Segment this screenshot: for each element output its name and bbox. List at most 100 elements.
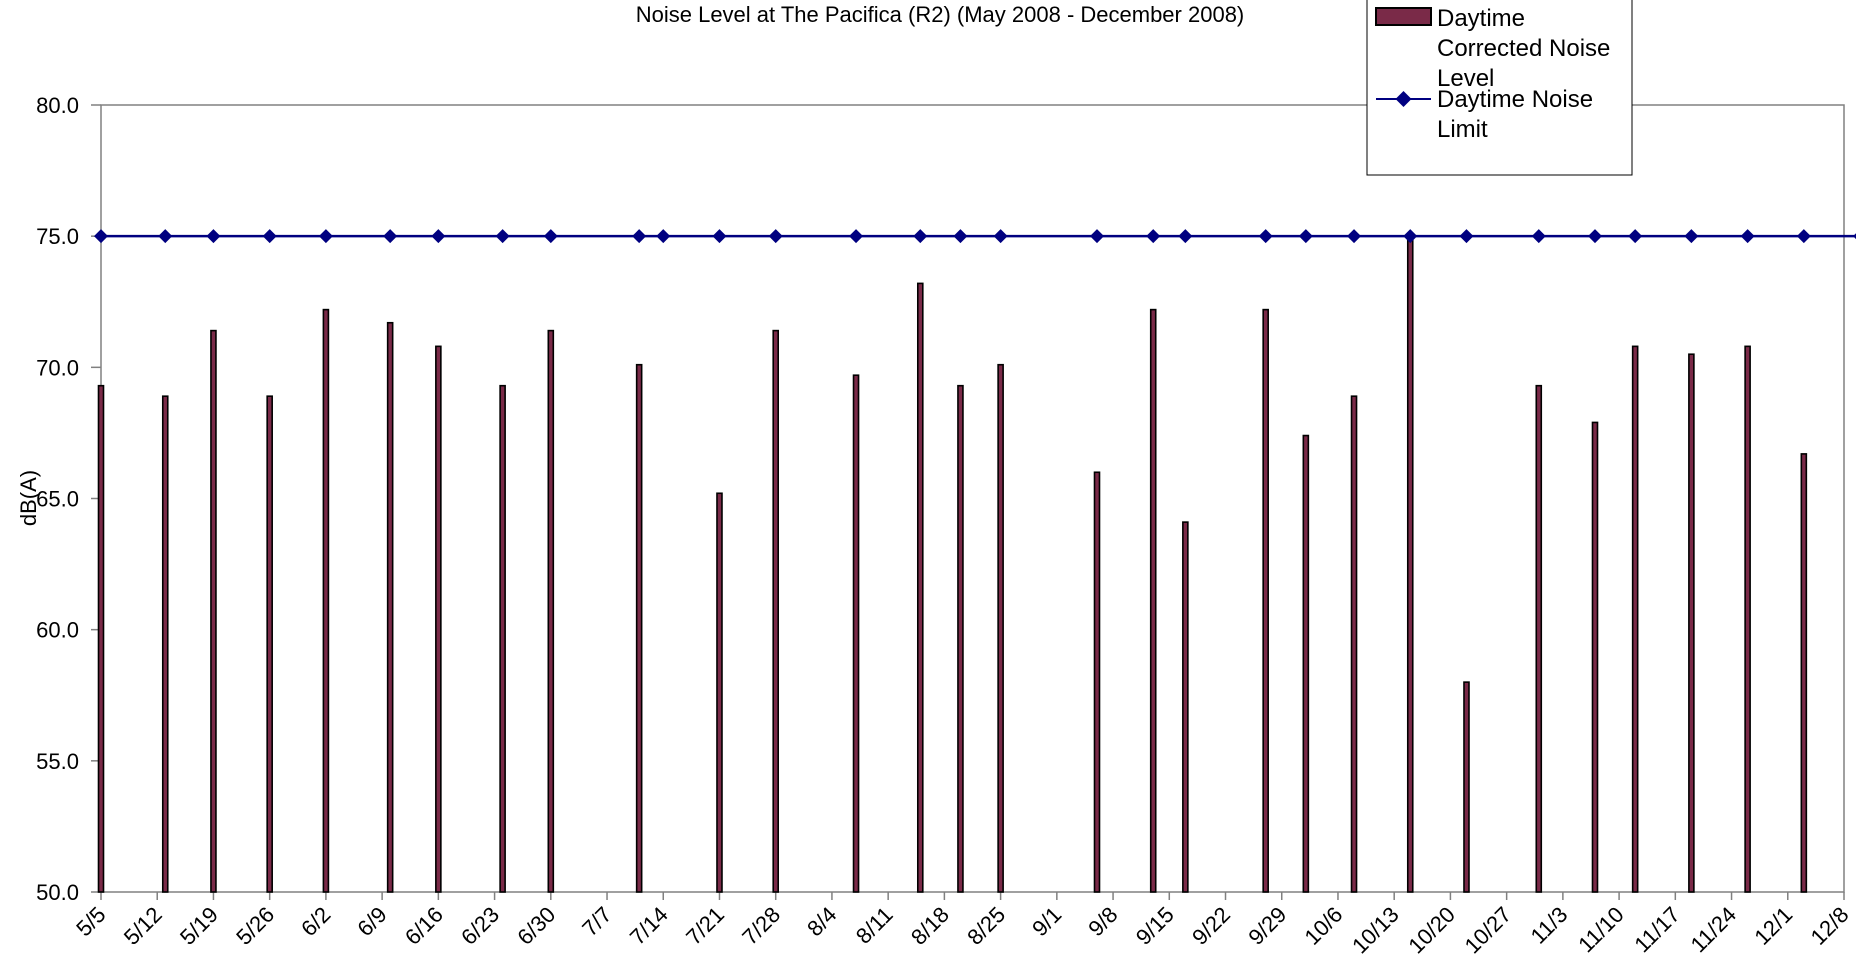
bar	[210, 329, 217, 893]
limit-marker	[1403, 229, 1418, 244]
limit-marker	[993, 229, 1008, 244]
bar	[635, 363, 643, 893]
x-tick-label: 11/17	[1629, 902, 1684, 957]
bar	[1350, 395, 1358, 893]
bar	[1463, 681, 1470, 893]
limit-marker	[849, 229, 864, 244]
limit-marker	[1531, 229, 1546, 244]
limit-marker	[632, 229, 647, 244]
limit-marker	[712, 229, 727, 244]
x-tick-label: 9/22	[1187, 902, 1235, 950]
x-tick-label: 12/8	[1806, 902, 1854, 950]
bar	[161, 395, 169, 893]
limit-marker	[158, 229, 173, 244]
x-tick-label: 11/24	[1686, 902, 1741, 957]
limit-marker	[953, 229, 968, 244]
limit-marker	[383, 229, 398, 244]
x-tick-label: 6/30	[512, 902, 560, 950]
x-tick-label: 7/14	[625, 902, 673, 950]
bar	[97, 384, 105, 893]
legend-swatch-marker	[1395, 91, 1412, 107]
bar	[957, 384, 964, 893]
limit-marker	[1146, 229, 1161, 244]
bar	[997, 363, 1004, 893]
bar	[852, 374, 860, 893]
x-tick-label: 8/4	[802, 902, 841, 941]
bar	[386, 321, 394, 893]
x-tick-label: 9/8	[1083, 902, 1122, 941]
y-tick-label: 75.0	[36, 224, 79, 249]
x-tick-label: 8/11	[851, 902, 898, 949]
x-tick-label: 9/1	[1027, 902, 1066, 941]
x-tick-label: 6/9	[352, 902, 391, 941]
limit-marker	[656, 229, 671, 244]
limit-marker	[1853, 233, 1856, 240]
limit-marker	[543, 229, 558, 244]
x-tick-label: 10/6	[1300, 902, 1348, 950]
bar	[1631, 345, 1639, 893]
y-axis: 50.0 55.0 60.0 65.0 70.0 75.0 80.0	[36, 93, 101, 905]
x-tick-label: 11/10	[1573, 902, 1628, 957]
x-tick-label: 8/25	[962, 902, 1010, 950]
limit-marker	[1090, 229, 1104, 244]
bar	[1535, 384, 1543, 893]
limit-marker	[206, 229, 221, 244]
limit-marker	[1588, 229, 1602, 244]
bar	[916, 282, 924, 893]
x-tick-label: 5/12	[119, 902, 167, 950]
y-axis-label: dB(A)	[16, 470, 41, 526]
limit-marker	[1628, 229, 1643, 244]
x-tick-label: 5/26	[231, 902, 279, 950]
legend-box	[1366, 0, 1633, 176]
legend-label-line: Daytime Noise Limit	[1437, 86, 1593, 143]
legend: Daytime Corrected Noise Level Daytime Nois…	[1366, 0, 1633, 176]
bar	[1406, 235, 1414, 893]
bar	[1093, 471, 1101, 893]
y-tick-label: 55.0	[36, 749, 79, 774]
limit-marker	[1258, 229, 1273, 244]
limit-marker	[318, 229, 333, 244]
x-tick-label: 10/13	[1347, 902, 1404, 959]
x-tick-label: 7/7	[577, 902, 616, 941]
bar	[1149, 308, 1157, 893]
x-axis: 5/5 5/12 5/19 5/26 6/2 6/9 6/16 6/23 6/30 7/7 7/14…	[71, 892, 1854, 959]
x-tick-label: 6/16	[400, 902, 448, 950]
bar	[1262, 308, 1269, 893]
x-tick-label: 9/15	[1131, 902, 1179, 950]
bar	[499, 384, 506, 893]
bar	[772, 329, 780, 893]
x-tick-label: 5/19	[175, 902, 223, 950]
bar	[322, 308, 330, 893]
limit-marker	[913, 229, 928, 244]
x-tick-label: 10/20	[1403, 902, 1460, 959]
bar	[716, 492, 723, 893]
y-tick-label: 60.0	[36, 618, 79, 643]
x-tick-label: 5/5	[71, 902, 110, 941]
limit-marker	[495, 229, 510, 244]
x-tick-label: 7/21	[681, 902, 729, 950]
bar-series-corrected-noise	[97, 235, 1808, 893]
y-tick-label: 80.0	[36, 93, 79, 118]
limit-marker	[1684, 229, 1699, 244]
plot-area	[100, 104, 1845, 893]
x-tick-label: 12/1	[1749, 902, 1797, 950]
x-tick-label: 8/18	[906, 902, 954, 950]
limit-marker	[1347, 229, 1362, 244]
bar	[1744, 345, 1751, 893]
bar	[266, 395, 273, 893]
limit-marker	[94, 229, 108, 244]
limit-marker	[768, 229, 783, 244]
x-tick-label: 11/3	[1526, 902, 1573, 949]
x-tick-label: 7/28	[737, 902, 785, 950]
chart-title: Noise Level at The Pacifica (R2) (May 20…	[636, 2, 1245, 27]
y-tick-label: 70.0	[36, 355, 79, 380]
bar	[1302, 434, 1310, 893]
x-tick-label: 10/27	[1460, 902, 1517, 959]
line-series-noise-limit	[94, 229, 1856, 244]
bar	[435, 345, 442, 893]
limit-marker	[1298, 229, 1313, 244]
limit-marker	[1178, 229, 1193, 244]
limit-marker	[1740, 229, 1755, 244]
y-tick-label: 50.0	[36, 880, 79, 905]
